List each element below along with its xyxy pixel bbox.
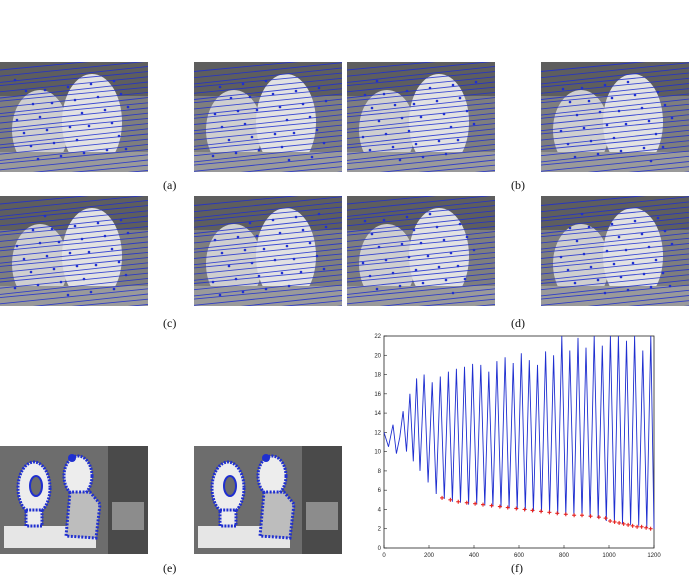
- data-point-marker: [603, 516, 608, 521]
- data-point-marker: [522, 507, 527, 512]
- contour-photo: [194, 446, 342, 554]
- y-tick-label: 12: [374, 430, 381, 436]
- epipolar-photo: [194, 196, 342, 306]
- data-point-marker: [626, 522, 631, 527]
- data-point-marker: [539, 509, 544, 514]
- data-point-marker: [481, 502, 485, 507]
- data-point-marker: [440, 495, 445, 500]
- data-point-marker: [473, 501, 478, 506]
- x-tick-label: 1200: [647, 553, 661, 559]
- data-point-marker: [456, 499, 461, 504]
- y-tick-label: 8: [378, 469, 382, 475]
- data-point-marker: [608, 519, 613, 524]
- x-tick-label: 600: [514, 553, 525, 559]
- panel-c-left: [0, 196, 148, 306]
- data-point-marker: [448, 497, 453, 502]
- data-point-marker: [612, 519, 617, 524]
- data-point-marker: [572, 513, 577, 518]
- y-tick-label: 6: [378, 488, 382, 494]
- contour-photo: [0, 446, 148, 554]
- data-point-marker: [635, 524, 640, 529]
- epipolar-photo: [347, 62, 495, 172]
- data-point-marker: [596, 515, 601, 520]
- y-tick-label: 20: [374, 353, 381, 359]
- series-line: [383, 335, 655, 529]
- x-tick-label: 200: [424, 553, 435, 559]
- caption-c: (c): [163, 316, 177, 330]
- data-point-marker: [630, 523, 635, 528]
- data-point-marker: [464, 500, 469, 505]
- panel-d-left: [347, 196, 495, 306]
- data-point-marker: [648, 526, 653, 531]
- x-tick-label: 400: [469, 553, 480, 559]
- panel-c-right: [194, 196, 342, 306]
- data-point-marker: [505, 505, 510, 510]
- y-tick-label: 18: [374, 373, 381, 379]
- data-point-marker: [580, 513, 584, 518]
- panel-d-right: [541, 196, 689, 306]
- epipolar-photo: [541, 62, 689, 172]
- data-point-marker: [555, 511, 560, 516]
- epipolar-photo: [194, 62, 342, 172]
- data-point-marker: [547, 510, 552, 515]
- caption-b: (b): [511, 178, 525, 192]
- data-point-marker: [497, 504, 502, 509]
- y-tick-label: 4: [378, 507, 382, 513]
- data-point-marker: [514, 506, 519, 511]
- data-point-marker: [563, 512, 568, 517]
- x-tick-label: 1000: [602, 553, 616, 559]
- error-plot: 0 200 400 600 800 1000 1200 0 2 4 6 8 10 12 14 16 18 20 22: [374, 334, 661, 559]
- y-tick-label: 14: [374, 411, 381, 417]
- data-point-marker: [530, 508, 535, 513]
- panel-e-left: [0, 446, 148, 554]
- epipolar-photo: [0, 62, 148, 172]
- y-tick-label: 10: [374, 450, 381, 456]
- caption-f: (f): [511, 561, 523, 575]
- data-point-marker: [489, 503, 494, 508]
- caption-a: (a): [163, 178, 177, 192]
- x-tick-label: 800: [559, 553, 570, 559]
- data-point-marker: [617, 520, 622, 525]
- panel-b-left: [347, 62, 495, 172]
- y-tick-label: 16: [374, 392, 381, 398]
- epipolar-photo: [347, 196, 495, 306]
- caption-e: (e): [163, 561, 177, 575]
- panel-e-right: [194, 446, 342, 554]
- panel-a-left: [0, 62, 148, 172]
- caption-d: (d): [511, 316, 525, 330]
- data-point-marker: [588, 514, 593, 519]
- x-tick-label: 0: [382, 553, 386, 559]
- y-tick-label: 2: [378, 527, 382, 533]
- y-tick-label: 22: [374, 334, 381, 340]
- data-point-marker: [621, 521, 626, 526]
- panel-b-right: [541, 62, 689, 172]
- y-tick-label: 0: [378, 546, 382, 552]
- data-point-marker: [644, 525, 649, 530]
- epipolar-photo: [0, 196, 148, 306]
- panel-a-right: [194, 62, 342, 172]
- data-point-marker: [639, 524, 644, 529]
- epipolar-photo: [541, 196, 689, 306]
